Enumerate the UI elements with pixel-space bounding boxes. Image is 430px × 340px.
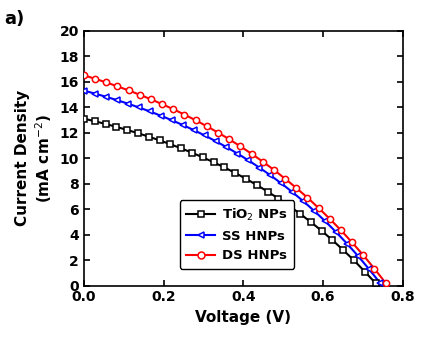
SS HNPs: [103, 95, 108, 99]
TiO$_2$ NPs: [92, 119, 97, 123]
TiO$_2$ NPs: [114, 125, 119, 129]
DS HNPs: [305, 195, 310, 200]
DS HNPs: [104, 81, 109, 85]
SS HNPs: [279, 181, 284, 185]
DS HNPs: [350, 240, 355, 244]
Y-axis label: Current Density
(mA cm$^{-2}$): Current Density (mA cm$^{-2}$): [15, 90, 54, 226]
DS HNPs: [182, 113, 187, 117]
SS HNPs: [125, 102, 130, 106]
SS HNPs: [290, 190, 295, 194]
Line: SS HNPs: SS HNPs: [81, 87, 383, 286]
SS HNPs: [169, 118, 174, 122]
DS HNPs: [294, 186, 299, 190]
TiO$_2$ NPs: [222, 166, 227, 170]
SS HNPs: [213, 139, 218, 143]
DS HNPs: [115, 84, 120, 88]
Line: TiO$_2$ NPs: TiO$_2$ NPs: [81, 116, 379, 287]
SS HNPs: [344, 242, 350, 246]
TiO$_2$ NPs: [103, 122, 108, 126]
Line: DS HNPs: DS HNPs: [81, 72, 389, 286]
SS HNPs: [191, 128, 196, 132]
TiO$_2$ NPs: [319, 229, 324, 233]
TiO$_2$ NPs: [265, 189, 270, 193]
SS HNPs: [81, 88, 86, 92]
TiO$_2$ NPs: [341, 248, 346, 252]
DS HNPs: [271, 168, 276, 172]
DS HNPs: [148, 97, 154, 101]
TiO$_2$ NPs: [287, 204, 292, 208]
TiO$_2$ NPs: [362, 270, 367, 274]
TiO$_2$ NPs: [157, 138, 162, 142]
Legend: TiO$_2$ NPs, SS HNPs, DS HNPs: TiO$_2$ NPs, SS HNPs, DS HNPs: [180, 200, 295, 269]
SS HNPs: [322, 219, 328, 223]
SS HNPs: [136, 105, 141, 109]
TiO$_2$ NPs: [373, 281, 378, 285]
SS HNPs: [246, 158, 251, 163]
TiO$_2$ NPs: [233, 171, 238, 175]
TiO$_2$ NPs: [211, 160, 216, 164]
X-axis label: Voltage (V): Voltage (V): [195, 310, 291, 325]
SS HNPs: [114, 98, 120, 102]
TiO$_2$ NPs: [189, 151, 194, 155]
TiO$_2$ NPs: [276, 197, 281, 201]
DS HNPs: [81, 73, 86, 77]
TiO$_2$ NPs: [308, 220, 313, 224]
DS HNPs: [193, 118, 198, 122]
SS HNPs: [180, 123, 185, 127]
SS HNPs: [268, 173, 273, 177]
TiO$_2$ NPs: [146, 135, 151, 139]
TiO$_2$ NPs: [168, 142, 173, 146]
TiO$_2$ NPs: [254, 183, 259, 187]
DS HNPs: [249, 152, 254, 156]
DS HNPs: [137, 93, 142, 97]
TiO$_2$ NPs: [243, 177, 249, 181]
SS HNPs: [366, 267, 372, 271]
DS HNPs: [227, 137, 232, 141]
TiO$_2$ NPs: [200, 155, 206, 159]
DS HNPs: [327, 217, 332, 221]
DS HNPs: [204, 124, 209, 128]
SS HNPs: [301, 199, 306, 203]
SS HNPs: [92, 91, 98, 96]
TiO$_2$ NPs: [298, 212, 303, 216]
SS HNPs: [202, 133, 207, 137]
DS HNPs: [283, 176, 288, 181]
DS HNPs: [238, 144, 243, 148]
DS HNPs: [260, 159, 265, 164]
TiO$_2$ NPs: [135, 131, 141, 135]
SS HNPs: [334, 230, 339, 234]
SS HNPs: [378, 281, 383, 285]
DS HNPs: [383, 281, 388, 285]
DS HNPs: [215, 131, 221, 135]
DS HNPs: [92, 77, 98, 81]
SS HNPs: [147, 109, 152, 114]
TiO$_2$ NPs: [351, 258, 356, 262]
TiO$_2$ NPs: [125, 128, 130, 132]
DS HNPs: [338, 228, 344, 232]
SS HNPs: [312, 209, 317, 213]
TiO$_2$ NPs: [178, 146, 184, 150]
DS HNPs: [171, 107, 176, 111]
SS HNPs: [158, 114, 163, 118]
SS HNPs: [224, 145, 229, 149]
DS HNPs: [160, 102, 165, 106]
DS HNPs: [372, 267, 377, 271]
DS HNPs: [316, 206, 321, 210]
TiO$_2$ NPs: [330, 238, 335, 242]
TiO$_2$ NPs: [81, 117, 86, 121]
DS HNPs: [126, 88, 131, 92]
SS HNPs: [257, 166, 262, 170]
SS HNPs: [356, 254, 361, 258]
Text: a): a): [4, 10, 25, 28]
SS HNPs: [235, 152, 240, 156]
DS HNPs: [361, 253, 366, 257]
